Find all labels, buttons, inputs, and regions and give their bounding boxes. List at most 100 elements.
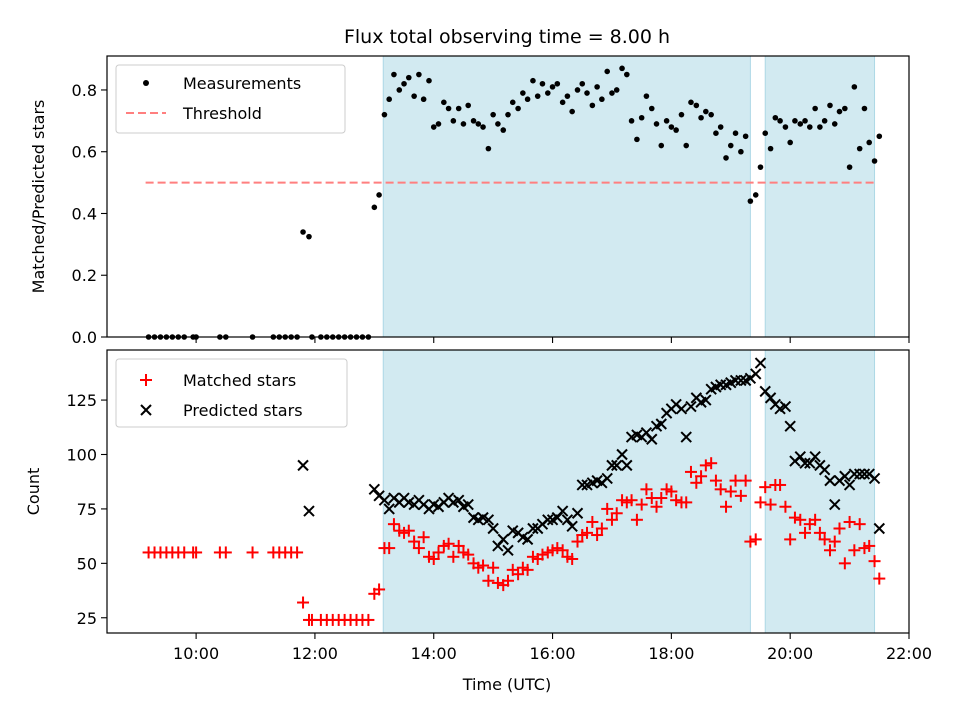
measurement-point: [401, 80, 407, 87]
measurement-point: [426, 77, 432, 84]
matched-stars-point: [482, 574, 495, 587]
measurement-point: [599, 96, 605, 103]
legend-predicted-label: Predicted stars: [183, 401, 303, 420]
measurement-point: [693, 102, 700, 109]
predicted-stars-point: [611, 459, 623, 472]
predicted-stars-point: [616, 448, 628, 461]
measurement-point: [495, 121, 501, 127]
y-tick-label: 0.8: [72, 81, 97, 100]
matched-stars-point: [650, 500, 663, 513]
predicted-stars-point: [858, 468, 871, 480]
predicted-stars-point: [646, 433, 658, 445]
matched-stars-point: [447, 550, 460, 563]
predicted-stars-point: [680, 431, 692, 443]
x-tick-label: 10:00: [173, 644, 219, 663]
matched-stars-point: [601, 502, 614, 515]
matched-stars-point: [566, 552, 579, 565]
matched-stars-point: [809, 513, 822, 526]
measurement-point: [391, 71, 397, 78]
measurement-point: [515, 105, 521, 112]
legend-measurements-marker: [143, 80, 149, 86]
measurement-point: [530, 77, 536, 84]
y-tick-label: 125: [66, 391, 97, 410]
matched-stars-point: [843, 515, 856, 528]
matched-stars-point: [705, 457, 718, 470]
matched-stars-point: [813, 526, 826, 539]
measurement-point: [569, 108, 575, 115]
measurement-point: [787, 139, 793, 146]
matched-stars-point: [432, 546, 445, 559]
y-axis-ticks: 25 50 75 100 125: [66, 391, 107, 628]
predicted-stars-point: [303, 505, 315, 517]
measurement-point: [435, 121, 442, 127]
measurement-point: [460, 121, 467, 127]
predicted-stars-point: [566, 520, 578, 533]
matched-stars-point: [452, 539, 465, 552]
matched-stars-point: [739, 474, 752, 487]
measurement-point: [717, 124, 724, 130]
predicted-stars-point: [784, 420, 796, 432]
measurement-point: [450, 118, 457, 124]
measurement-point: [628, 118, 635, 124]
matched-stars-point: [833, 522, 846, 535]
predicted-stars-point: [754, 357, 767, 369]
predicted-stars-point: [576, 479, 588, 491]
y-tick-label: 0.2: [72, 266, 97, 285]
measurement-point: [420, 96, 427, 103]
matched-stars-point: [521, 563, 534, 576]
measurement-point: [827, 102, 833, 109]
matched-stars-point: [794, 513, 807, 526]
measurement-point: [396, 87, 403, 93]
predicted-stars-point: [764, 392, 777, 404]
measurement-point: [856, 145, 863, 152]
predicted-stars-point: [839, 470, 851, 482]
measurement-point: [609, 90, 615, 96]
measurement-point: [802, 118, 808, 124]
predicted-stars-point: [527, 522, 539, 535]
matched-stars-point: [408, 535, 421, 548]
predicted-stars-point: [556, 505, 569, 517]
bottom-y-axis-label: Count: [24, 468, 43, 516]
predicted-stars-point: [794, 450, 806, 463]
measurement-point: [663, 118, 670, 124]
measurement-point: [604, 68, 611, 75]
matched-stars-point: [788, 511, 801, 524]
measurement-point: [455, 105, 462, 112]
count-series: [142, 357, 886, 626]
shaded-interval-2: [764, 349, 876, 634]
measurement-point: [688, 99, 694, 106]
predicted-stars-point: [462, 498, 474, 511]
measurement-point: [777, 118, 783, 124]
predicted-stars-point: [368, 483, 381, 496]
measurement-point: [806, 124, 813, 130]
measurement-point: [727, 142, 734, 149]
measurement-point: [480, 124, 486, 130]
top-plot-frame: [106, 55, 910, 338]
matched-stars-point: [828, 535, 841, 548]
measurement-point: [306, 233, 312, 240]
x-tick-label: 16:00: [530, 644, 576, 663]
matched-stars-point: [581, 526, 594, 539]
ratio-panel: 0.00.20.40.60.8 Matched/Predicted stars …: [29, 55, 910, 347]
legend-measurements-label: Measurements: [183, 74, 301, 93]
measurement-point: [405, 74, 412, 81]
measurement-point: [485, 145, 492, 152]
predicted-stars-point: [818, 464, 831, 476]
predicted-stars-point: [700, 394, 712, 406]
matched-stars-point: [764, 498, 777, 511]
predicted-stars-point: [542, 514, 554, 526]
top-legend: Measurements Threshold: [115, 64, 346, 134]
legend-predicted-marker: [140, 404, 152, 416]
measurement-point: [767, 145, 774, 152]
matched-stars-point: [734, 489, 747, 502]
measurement-point: [524, 96, 531, 103]
matched-stars-point: [190, 546, 203, 559]
measurement-point: [416, 71, 422, 78]
measurement-point: [445, 105, 452, 112]
matched-stars-point: [823, 544, 836, 557]
matched-stars-point: [868, 555, 881, 568]
predicted-stars-point: [675, 403, 688, 415]
measurement-point: [797, 121, 804, 127]
measurement-point: [300, 229, 306, 235]
measurement-point: [539, 80, 546, 87]
